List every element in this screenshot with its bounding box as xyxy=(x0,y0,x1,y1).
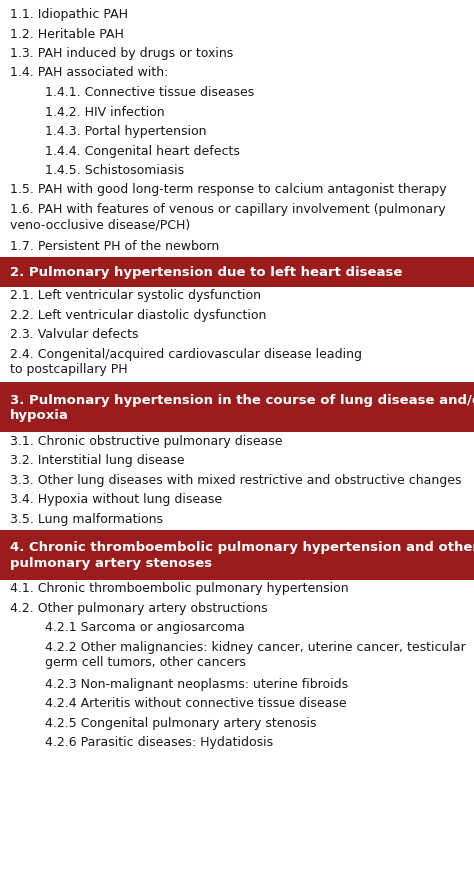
Text: 2.1. Left ventricular systolic dysfunction: 2.1. Left ventricular systolic dysfuncti… xyxy=(10,289,261,302)
Text: 2.4. Congenital/acquired cardiovascular disease leading
to postcapillary PH: 2.4. Congenital/acquired cardiovascular … xyxy=(10,347,362,376)
Text: 4.1. Chronic thromboembolic pulmonary hypertension: 4.1. Chronic thromboembolic pulmonary hy… xyxy=(10,582,348,595)
Text: 2.3. Valvular defects: 2.3. Valvular defects xyxy=(10,328,138,341)
Text: 2.2. Left ventricular diastolic dysfunction: 2.2. Left ventricular diastolic dysfunct… xyxy=(10,308,266,322)
Text: 1.4.5. Schistosomiasis: 1.4.5. Schistosomiasis xyxy=(45,164,184,177)
Text: 3.2. Interstitial lung disease: 3.2. Interstitial lung disease xyxy=(10,454,184,467)
Text: 3.3. Other lung diseases with mixed restrictive and obstructive changes: 3.3. Other lung diseases with mixed rest… xyxy=(10,473,462,486)
Bar xyxy=(0,383,474,432)
Text: 1.4.4. Congenital heart defects: 1.4.4. Congenital heart defects xyxy=(45,144,240,158)
Text: 1.7. Persistent PH of the newborn: 1.7. Persistent PH of the newborn xyxy=(10,240,219,253)
Text: 4.2.6 Parasitic diseases: Hydatidosis: 4.2.6 Parasitic diseases: Hydatidosis xyxy=(45,735,273,749)
Text: 4.2.2 Other malignancies: kidney cancer, uterine cancer, testicular
germ cell tu: 4.2.2 Other malignancies: kidney cancer,… xyxy=(45,641,466,669)
Text: 3. Pulmonary hypertension in the course of lung disease and/or
hypoxia: 3. Pulmonary hypertension in the course … xyxy=(10,393,474,422)
Text: 4.2.3 Non-malignant neoplasms: uterine fibroids: 4.2.3 Non-malignant neoplasms: uterine f… xyxy=(45,677,348,690)
Text: 2. Pulmonary hypertension due to left heart disease: 2. Pulmonary hypertension due to left he… xyxy=(10,266,402,279)
Text: 1.5. PAH with good long-term response to calcium antagonist therapy: 1.5. PAH with good long-term response to… xyxy=(10,183,447,197)
Text: 1.1. Idiopathic PAH: 1.1. Idiopathic PAH xyxy=(10,8,128,21)
Text: 4.2.1 Sarcoma or angiosarcoma: 4.2.1 Sarcoma or angiosarcoma xyxy=(45,621,245,633)
Bar xyxy=(0,257,474,287)
Text: 4.2. Other pulmonary artery obstructions: 4.2. Other pulmonary artery obstructions xyxy=(10,602,268,614)
Text: 3.1. Chronic obstructive pulmonary disease: 3.1. Chronic obstructive pulmonary disea… xyxy=(10,434,283,447)
Text: 4.2.4 Arteritis without connective tissue disease: 4.2.4 Arteritis without connective tissu… xyxy=(45,696,346,710)
Text: 1.6. PAH with features of venous or capillary involvement (pulmonary
veno-occlus: 1.6. PAH with features of venous or capi… xyxy=(10,203,446,231)
Bar xyxy=(0,530,474,579)
Text: 3.5. Lung malformations: 3.5. Lung malformations xyxy=(10,512,163,525)
Text: 4. Chronic thromboembolic pulmonary hypertension and other
pulmonary artery sten: 4. Chronic thromboembolic pulmonary hype… xyxy=(10,540,474,569)
Text: 1.4. PAH associated with:: 1.4. PAH associated with: xyxy=(10,66,168,80)
Text: 1.4.1. Connective tissue diseases: 1.4.1. Connective tissue diseases xyxy=(45,86,254,99)
Text: 1.4.2. HIV infection: 1.4.2. HIV infection xyxy=(45,105,164,119)
Text: 3.4. Hypoxia without lung disease: 3.4. Hypoxia without lung disease xyxy=(10,493,222,506)
Text: 1.3. PAH induced by drugs or toxins: 1.3. PAH induced by drugs or toxins xyxy=(10,47,233,60)
Text: 1.2. Heritable PAH: 1.2. Heritable PAH xyxy=(10,27,124,41)
Text: 1.4.3. Portal hypertension: 1.4.3. Portal hypertension xyxy=(45,125,207,138)
Text: 4.2.5 Congenital pulmonary artery stenosis: 4.2.5 Congenital pulmonary artery stenos… xyxy=(45,716,317,729)
